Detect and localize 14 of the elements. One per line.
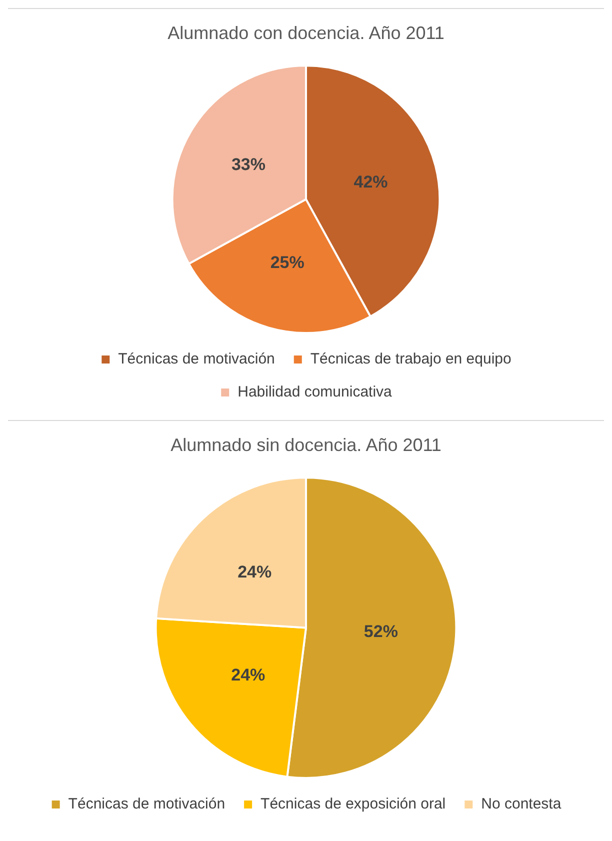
legend-label: Habilidad comunicativa xyxy=(238,384,393,401)
data-label: 52% xyxy=(364,622,398,642)
data-label: 24% xyxy=(231,665,266,684)
legend-label: Técnicas de motivación xyxy=(118,350,275,368)
legend-label: No contesta xyxy=(481,796,562,813)
chart-title: Alumnado sin docencia. Año 2011 xyxy=(170,434,442,455)
data-label: 42% xyxy=(354,172,388,192)
legend-label: Técnicas de exposición oral xyxy=(260,796,446,813)
chart-title: Alumnado con docencia. Año 2011 xyxy=(168,22,444,43)
data-label: 25% xyxy=(270,253,304,272)
data-label: 33% xyxy=(231,154,266,174)
legend-label: Técnicas de motivación xyxy=(68,796,226,813)
legend-label: Técnicas de trabajo en equipo xyxy=(310,350,512,368)
data-label: 24% xyxy=(238,562,272,582)
